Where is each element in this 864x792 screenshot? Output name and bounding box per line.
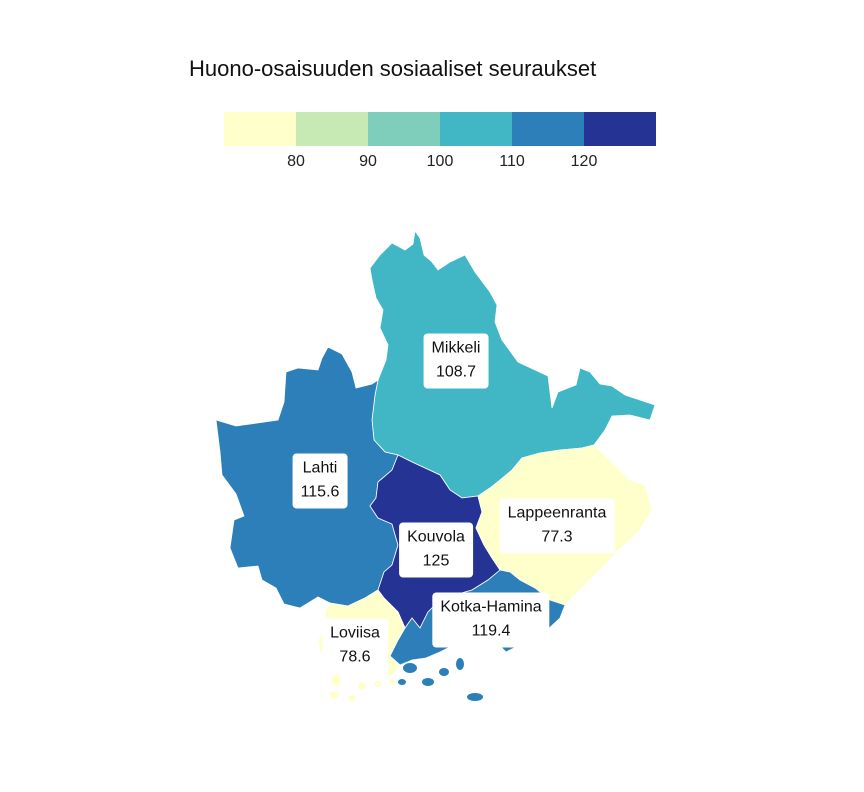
legend-tick-120: 120 xyxy=(570,153,598,170)
legend-tick-100: 100 xyxy=(426,153,454,170)
legend-bin-1 xyxy=(224,112,296,146)
label-lahti: Lahti 115.6 xyxy=(292,453,348,509)
region-mikkeli[interactable] xyxy=(369,229,656,499)
region-value: 115.6 xyxy=(300,483,340,501)
loviisa-islands xyxy=(330,674,395,701)
region-name: Lahti xyxy=(302,459,338,477)
region-value: 119.4 xyxy=(471,622,511,640)
legend-bin-2 xyxy=(296,112,368,146)
legend-bin-4 xyxy=(440,112,512,146)
legend-bin-3 xyxy=(368,112,440,146)
legend-tick-110: 110 xyxy=(499,153,525,170)
region-name: Loviisa xyxy=(330,624,380,642)
legend-tick-80: 80 xyxy=(287,153,305,170)
label-kotka-hamina: Kotka-Hamina 119.4 xyxy=(432,592,550,648)
label-mikkeli: Mikkeli 108.7 xyxy=(423,333,489,389)
region-name: Lappeenranta xyxy=(507,504,607,522)
region-value: 108.7 xyxy=(435,363,477,381)
legend-color-bar xyxy=(224,112,656,146)
map-title: Huono-osaisuuden sosiaaliset seuraukset xyxy=(189,56,597,81)
label-lappeenranta: Lappeenranta 77.3 xyxy=(499,498,615,554)
region-value: 125 xyxy=(422,552,450,570)
label-loviisa: Loviisa 78.6 xyxy=(322,618,388,674)
kotka-islands xyxy=(398,658,483,701)
legend-bin-5 xyxy=(512,112,584,146)
legend-bin-6 xyxy=(584,112,656,146)
legend-tick-90: 90 xyxy=(359,153,377,170)
region-name: Kotka-Hamina xyxy=(440,598,542,616)
region-value: 77.3 xyxy=(541,528,573,546)
region-name: Kouvola xyxy=(407,528,465,546)
region-name: Mikkeli xyxy=(431,339,481,357)
region-value: 78.6 xyxy=(339,648,371,666)
label-kouvola: Kouvola 125 xyxy=(399,522,473,578)
